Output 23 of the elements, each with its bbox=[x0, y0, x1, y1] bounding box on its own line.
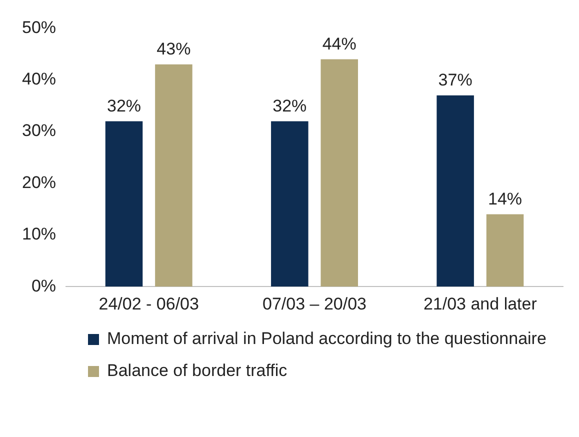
bar bbox=[486, 214, 524, 287]
x-tick-label: 24/02 - 06/03 bbox=[98, 294, 199, 314]
y-tick-label: 50% bbox=[22, 18, 56, 37]
data-label: 43% bbox=[156, 40, 191, 59]
y-tick-label: 0% bbox=[31, 276, 56, 296]
data-label: 37% bbox=[438, 70, 472, 90]
x-tick-label: 07/03 – 20/03 bbox=[262, 294, 367, 314]
bar bbox=[271, 121, 308, 287]
bar bbox=[105, 121, 143, 287]
legend-label: Moment of arrival in Poland according to the questionnaire bbox=[107, 329, 546, 349]
y-tick-label: 10% bbox=[22, 224, 56, 244]
y-tick-label: 20% bbox=[22, 172, 56, 192]
x-tick-label: 21/03 and later bbox=[423, 294, 538, 314]
data-label: 32% bbox=[106, 96, 142, 116]
y-tick-label: 30% bbox=[22, 121, 56, 140]
bar bbox=[155, 64, 192, 287]
y-tick-label: 40% bbox=[22, 70, 56, 89]
bar bbox=[320, 59, 358, 287]
data-label: 32% bbox=[272, 96, 307, 116]
data-label: 14% bbox=[488, 189, 522, 208]
bar bbox=[436, 95, 474, 287]
data-label: 44% bbox=[322, 34, 356, 54]
legend-label: Balance of border traffic bbox=[107, 361, 288, 381]
